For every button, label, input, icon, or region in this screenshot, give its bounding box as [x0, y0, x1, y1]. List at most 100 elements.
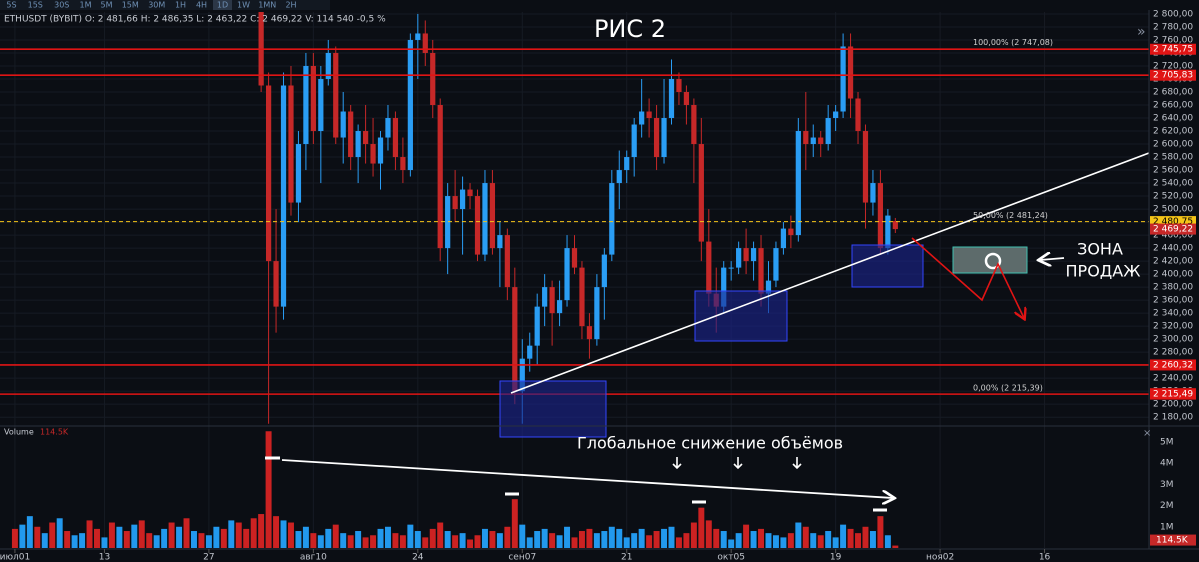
y-tick-label: 2 520,00: [1153, 192, 1193, 202]
timeframe-button[interactable]: 15S: [28, 1, 43, 10]
candle-body: [400, 157, 406, 171]
candle-body: [706, 241, 712, 294]
collapse-button[interactable]: »: [1137, 24, 1146, 40]
down-arrow: [792, 457, 802, 470]
volume-bar: [161, 528, 168, 548]
volume-bar: [549, 533, 556, 548]
close-pane[interactable]: ×: [1143, 428, 1151, 439]
volume-bar: [392, 533, 399, 548]
volume-bar: [422, 537, 429, 548]
target-circle: [984, 252, 1002, 270]
y-tick-label: 2 800,00: [1153, 9, 1193, 19]
price-tag: [1150, 69, 1196, 81]
volume-bar: [19, 524, 26, 548]
volume-bar: [370, 535, 377, 548]
candle-body: [795, 131, 801, 236]
volume-bar: [26, 516, 33, 548]
candle-body: [265, 85, 272, 262]
volume-bar: [183, 518, 190, 548]
volume-bar: [325, 528, 332, 548]
timeframe-button[interactable]: 2H: [285, 1, 296, 10]
candle-body: [691, 105, 697, 145]
candle-body: [855, 98, 861, 132]
y-tick-label: 2 640,00: [1153, 114, 1193, 124]
volume-bar: [49, 522, 56, 548]
timeframe-button[interactable]: 4H: [196, 1, 207, 10]
volume-bar: [347, 535, 354, 548]
volume-bar: [578, 531, 585, 548]
timeframe-button[interactable]: 15M: [122, 1, 139, 10]
volume-bar: [459, 533, 466, 548]
volume-bar: [847, 528, 854, 548]
volume-bar: [228, 520, 235, 548]
x-tick-label: 24: [412, 553, 424, 562]
volume-bar: [302, 526, 309, 548]
candle-body: [318, 78, 324, 132]
timeframe-button[interactable]: 5S: [6, 1, 16, 10]
candle-body: [407, 39, 413, 171]
volume-bar: [131, 524, 138, 548]
candle-body: [683, 91, 690, 106]
candle-body: [780, 228, 787, 249]
y-tick-label: 2 660,00: [1153, 101, 1193, 111]
timeframe-button[interactable]: 30S: [54, 1, 69, 10]
volume-bar: [287, 522, 294, 548]
x-tick-label: 13: [99, 553, 110, 562]
volume-pane: [11, 431, 899, 548]
timeframe-button[interactable]: 1H: [175, 1, 186, 10]
candle-body: [594, 287, 600, 340]
candle-body: [430, 52, 436, 106]
volume-bar: [467, 539, 474, 548]
timeframe-button[interactable]: 1D: [217, 1, 228, 10]
price-tag: [1150, 223, 1196, 235]
price-tag: [1150, 43, 1196, 55]
volume-bar: [280, 520, 287, 548]
volume-bar: [429, 528, 436, 548]
candle-body: [825, 118, 831, 145]
volume-bar: [683, 533, 690, 548]
volume-bar: [273, 516, 280, 548]
volume-tick-label: 4M: [1160, 459, 1174, 469]
timeframe-button[interactable]: 5M: [101, 1, 113, 10]
volume-bar: [817, 535, 824, 548]
price-tag-label: 2 469,22: [1153, 225, 1193, 235]
x-tick-label: июл01: [0, 553, 30, 562]
candle-body: [497, 235, 503, 249]
volume-bar: [743, 524, 750, 548]
y-tick-label: 2 200,00: [1153, 400, 1193, 410]
candle-body: [489, 183, 496, 249]
volume-bar: [444, 531, 451, 548]
candle-body: [534, 306, 540, 346]
volume-bar: [519, 524, 526, 548]
timeframe-button[interactable]: 1M: [80, 1, 92, 10]
candle-body: [810, 137, 816, 145]
volume-bar: [384, 526, 391, 548]
candle-body: [459, 189, 466, 210]
volume-bar: [332, 524, 339, 548]
volume-bar: [452, 535, 459, 548]
candle-body: [609, 183, 615, 255]
timeframe-button[interactable]: 1MN: [258, 1, 276, 10]
candle-body: [579, 267, 585, 327]
volume-bar: [586, 528, 593, 548]
timeframe-button[interactable]: 30M: [148, 1, 165, 10]
volume-bar: [258, 514, 265, 548]
volume-bar: [616, 528, 623, 548]
price-tag-label: 2 705,83: [1153, 71, 1193, 81]
volume-bar: [340, 533, 347, 548]
price-tag: [1150, 388, 1196, 400]
volume-bar: [34, 526, 41, 548]
down-arrow: [733, 457, 743, 470]
candle-body: [803, 131, 809, 145]
volume-bar: [11, 528, 18, 548]
fib-label: 50,00% (2 481,24): [973, 211, 1048, 220]
volume-bar: [758, 528, 765, 548]
axes: 2 180,002 200,002 220,002 240,002 260,00…: [0, 9, 1196, 562]
volume-bar: [504, 526, 511, 548]
volume-bar: [631, 533, 638, 548]
volume-bar: [235, 522, 242, 548]
fib-label: 0,00% (2 215,39): [973, 384, 1043, 393]
candle-body: [676, 78, 682, 92]
timeframe-button[interactable]: 1W: [237, 1, 250, 10]
